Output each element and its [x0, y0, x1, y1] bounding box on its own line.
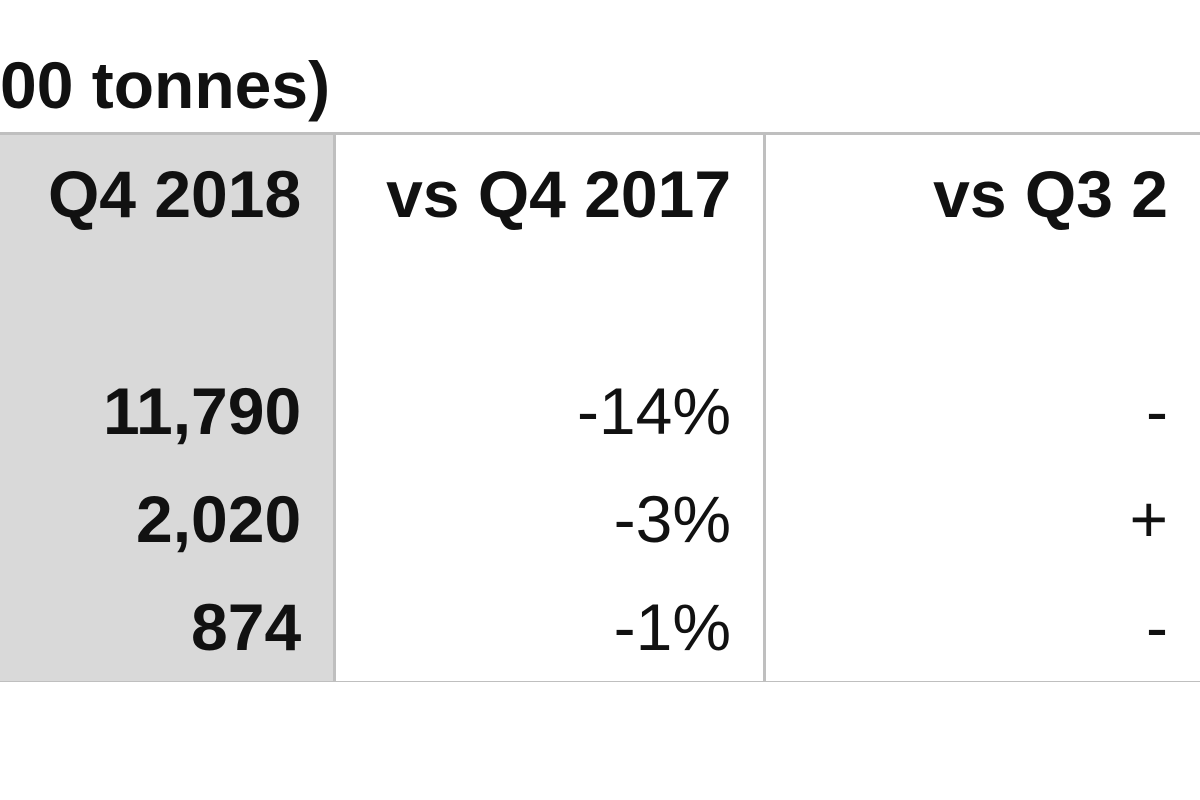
table-row: 2,020 -3% +: [0, 465, 1200, 573]
vs-q4-2017-value: -14%: [333, 357, 765, 465]
spacer-cell: [0, 253, 335, 357]
q4-2018-value: 874: [0, 573, 335, 682]
header-vs-q3: vs Q3 2: [763, 132, 1200, 253]
header-vs-q4-2017: vs Q4 2017: [333, 132, 765, 253]
data-table-container: Q4 2018 vs Q4 2017 vs Q3 2 11,790 -14% -…: [0, 132, 1200, 682]
table-row: 11,790 -14% -: [0, 357, 1200, 465]
vs-q4-2017-value: -1%: [333, 573, 765, 682]
table-header-row: Q4 2018 vs Q4 2017 vs Q3 2: [0, 132, 1200, 253]
q4-2018-value: 2,020: [0, 465, 335, 573]
table-title: 00 tonnes): [0, 48, 331, 122]
table-row: 874 -1% -: [0, 573, 1200, 682]
vs-q4-2017-value: -3%: [333, 465, 765, 573]
spacer-cell: [333, 253, 765, 357]
q4-2018-value: 11,790: [0, 357, 335, 465]
spacer-cell: [763, 253, 1200, 357]
vs-q3-value: -: [763, 573, 1200, 682]
vs-q3-value: -: [763, 357, 1200, 465]
table-spacer-row: [0, 253, 1200, 357]
header-q4-2018: Q4 2018: [0, 132, 335, 253]
vs-q3-value: +: [763, 465, 1200, 573]
data-table: Q4 2018 vs Q4 2017 vs Q3 2 11,790 -14% -…: [0, 132, 1200, 682]
